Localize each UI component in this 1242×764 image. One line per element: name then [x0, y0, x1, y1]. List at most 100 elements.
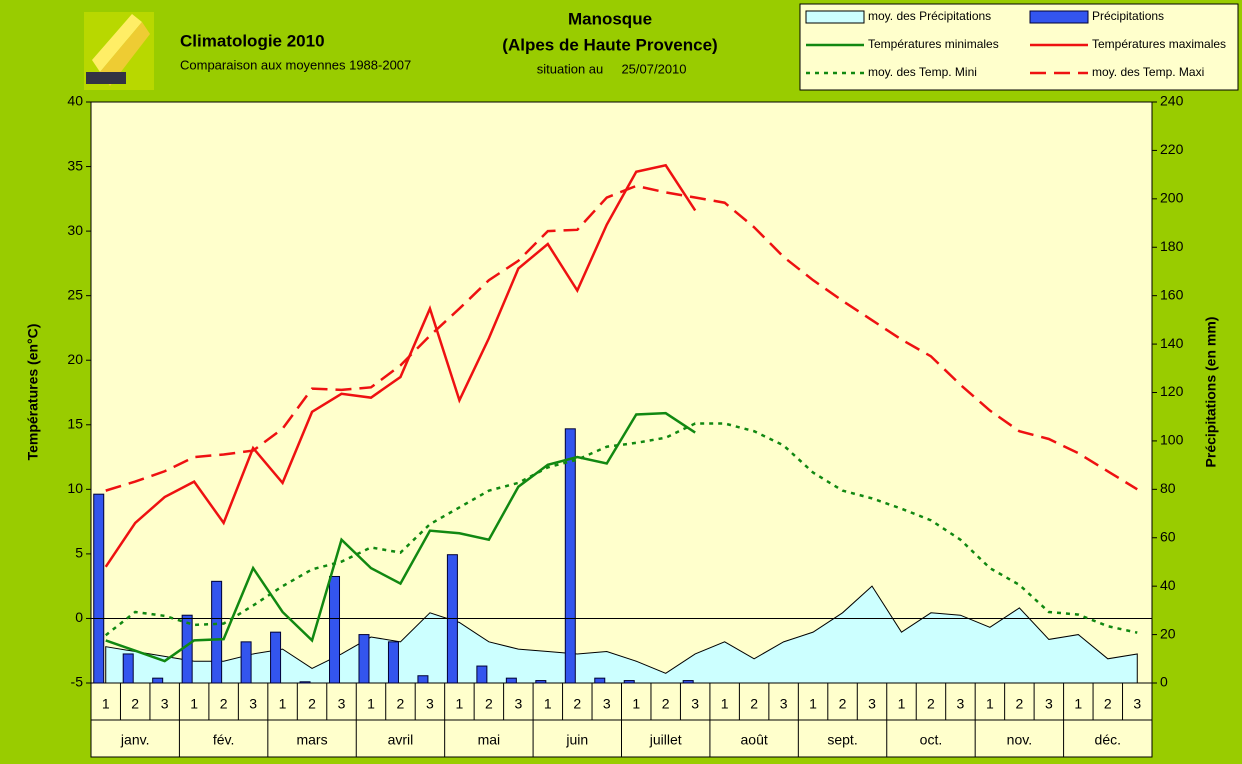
x-tick-label: 2 — [220, 696, 228, 712]
x-tick-label: 3 — [603, 696, 611, 712]
legend-swatch — [1029, 10, 1089, 24]
bar — [93, 493, 105, 684]
region: (Alpes de Haute Provence) — [502, 35, 717, 54]
x-tick-label: 2 — [485, 696, 493, 712]
x-tick-label: 2 — [1015, 696, 1023, 712]
x-tick-label: 2 — [839, 696, 847, 712]
legend-label: moy. des Temp. Maxi — [1092, 65, 1204, 79]
y-tick-label: 25 — [67, 286, 83, 302]
bar — [417, 675, 429, 684]
x-tick-label: 3 — [1045, 696, 1053, 712]
y-tick-label: 20 — [67, 351, 83, 367]
bar — [122, 653, 134, 684]
x-tick-label: 2 — [662, 696, 670, 712]
x-tick-label: 2 — [1104, 696, 1112, 712]
bar — [387, 641, 399, 684]
month-label: mai — [478, 732, 501, 748]
x-tick-label: 1 — [279, 696, 287, 712]
month-label: juin — [565, 732, 588, 748]
x-tick-label: 3 — [161, 696, 169, 712]
y-tick-label: 15 — [67, 415, 83, 431]
y-tick-label: 10 — [67, 480, 83, 496]
y2-tick-label: 200 — [1160, 190, 1184, 206]
x-tick-label: 1 — [456, 696, 464, 712]
x-tick-label: 2 — [750, 696, 758, 712]
x-tick-label: 3 — [514, 696, 522, 712]
month-label: avril — [388, 732, 414, 748]
x-tick-label: 1 — [190, 696, 198, 712]
month-label: déc. — [1095, 732, 1121, 748]
line — [105, 184, 1138, 492]
x-tick-label: 3 — [1133, 696, 1141, 712]
x-tick-label: 1 — [632, 696, 640, 712]
legend — [799, 3, 1239, 91]
bar — [476, 665, 488, 684]
bar — [682, 680, 694, 684]
legend-swatch — [805, 10, 865, 24]
bar — [329, 575, 341, 684]
situation-label: situation au — [537, 61, 604, 76]
y2-tick-label: 180 — [1160, 238, 1184, 254]
x-tick-label: 2 — [573, 696, 581, 712]
x-tick-label: 2 — [927, 696, 935, 712]
bar — [211, 580, 223, 684]
legend-label: moy. des Temp. Mini — [868, 65, 977, 79]
month-label: sept. — [827, 732, 857, 748]
logo — [84, 12, 154, 90]
y2-axis-label: Précipitations (en mm) — [1203, 317, 1219, 468]
x-tick-label: 1 — [102, 696, 110, 712]
x-tick-label: 1 — [367, 696, 375, 712]
y2-tick-label: 60 — [1160, 528, 1176, 544]
x-tick-label: 1 — [986, 696, 994, 712]
line — [104, 163, 697, 568]
y-tick-label: 35 — [67, 157, 83, 173]
legend-label: Températures maximales — [1092, 37, 1226, 51]
plot-area — [90, 101, 1153, 684]
x-tick-label: 3 — [249, 696, 257, 712]
month-label: nov. — [1007, 732, 1032, 748]
bar — [299, 681, 311, 684]
y2-tick-label: 20 — [1160, 625, 1176, 641]
y-axis-label: Températures (en°C) — [25, 324, 41, 461]
bar — [623, 680, 635, 684]
y2-tick-label: 160 — [1160, 286, 1184, 302]
y-tick-label: 0 — [75, 609, 83, 625]
y2-tick-label: 100 — [1160, 432, 1184, 448]
legend-label: Précipitations — [1092, 9, 1164, 23]
x-tick-label: 3 — [691, 696, 699, 712]
x-tick-label: 2 — [308, 696, 316, 712]
x-tick-label: 1 — [1074, 696, 1082, 712]
y2-tick-label: 0 — [1160, 674, 1168, 690]
bar — [505, 677, 517, 684]
bar — [535, 680, 547, 684]
x-tick-label: 1 — [898, 696, 906, 712]
y-tick-label: -5 — [71, 674, 84, 690]
month-label: août — [741, 732, 768, 748]
y2-tick-label: 140 — [1160, 335, 1184, 351]
line — [104, 422, 1138, 637]
bar — [594, 677, 606, 684]
y-tick-label: 40 — [67, 93, 83, 109]
title: Climatologie 2010 — [180, 31, 325, 50]
y2-tick-label: 240 — [1160, 93, 1184, 109]
x-tick-label: 3 — [338, 696, 346, 712]
y2-tick-label: 40 — [1160, 577, 1176, 593]
x-tick-label: 1 — [809, 696, 817, 712]
x-tick-label: 2 — [397, 696, 405, 712]
subtitle: Comparaison aux moyennes 1988-2007 — [180, 57, 411, 72]
y-tick-label: 5 — [75, 545, 83, 561]
y2-tick-label: 220 — [1160, 141, 1184, 157]
bar — [270, 631, 282, 684]
x-tick-label: 3 — [957, 696, 965, 712]
month-label: fév. — [213, 732, 235, 748]
y2-tick-label: 80 — [1160, 480, 1176, 496]
month-label: janv. — [120, 732, 150, 748]
situation-date: 25/07/2010 — [621, 61, 686, 76]
y2-tick-label: 120 — [1160, 383, 1184, 399]
line — [105, 411, 696, 663]
bar — [152, 677, 164, 684]
x-tick-label: 2 — [131, 696, 139, 712]
month-label: mars — [296, 732, 327, 748]
station: Manosque — [568, 9, 652, 28]
